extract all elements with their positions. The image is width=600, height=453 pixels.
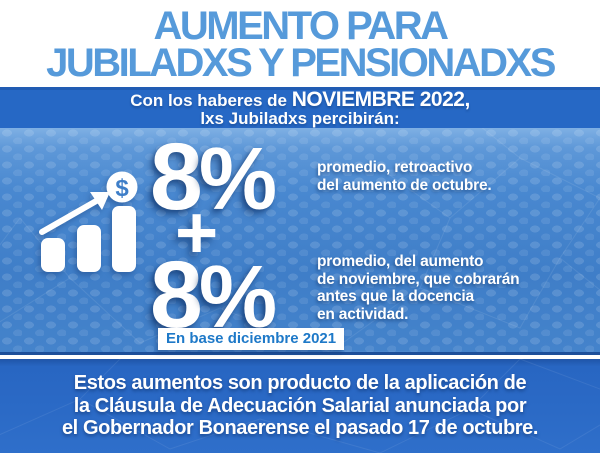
growth-arrow-shaft: [39, 197, 101, 235]
growth-arrow-head: [90, 192, 110, 210]
banner-line1: Con los haberes de NOVIEMBRE 2022,: [130, 87, 471, 111]
headline-line1: AUMENTO PARA: [153, 3, 449, 48]
dollar-icon: $: [115, 175, 129, 202]
divider-line: [0, 352, 600, 355]
divider-gap: [0, 355, 600, 359]
main-graphic: $ 8% + 8% promedio, retroactivo del aume…: [0, 128, 600, 352]
increase-2-number: 8: [150, 242, 203, 348]
banner-line2: lxs Jubiladxs percibirán:: [200, 108, 400, 128]
dollar-circle: [106, 171, 138, 203]
increase-1-description: promedio, retroactivo del aumento de oct…: [317, 159, 492, 194]
base-date-badge: En base diciembre 2021: [158, 328, 345, 350]
bar-chart-growth-icon: $: [39, 171, 138, 272]
headline: AUMENTO PARA JUBILADXS Y PENSIONADXS: [0, 0, 600, 87]
increase-1-value: 8%: [150, 129, 277, 228]
increase-1-number: 8: [150, 124, 203, 230]
footer-banner: Estos aumentos son producto de la aplica…: [0, 359, 600, 453]
headline-line2: JUBILADXS Y PENSIONADXS: [46, 40, 556, 85]
increase-2-description: promedio, del aumento de noviembre, que …: [317, 253, 520, 323]
bar-small: [41, 238, 65, 272]
banner-line1-highlight: NOVIEMBRE 2022,: [291, 87, 471, 111]
banner-line1-prefix: Con los haberes de: [130, 90, 292, 110]
subheader-banner: Con los haberes de NOVIEMBRE 2022, lxs J…: [0, 87, 600, 128]
plus-sign: +: [175, 191, 219, 274]
bar-large: [112, 206, 136, 272]
bar-medium: [77, 225, 101, 272]
footer-text: Estos aumentos son producto de la aplica…: [61, 372, 539, 440]
increase-1-percent-sign: %: [198, 129, 277, 228]
